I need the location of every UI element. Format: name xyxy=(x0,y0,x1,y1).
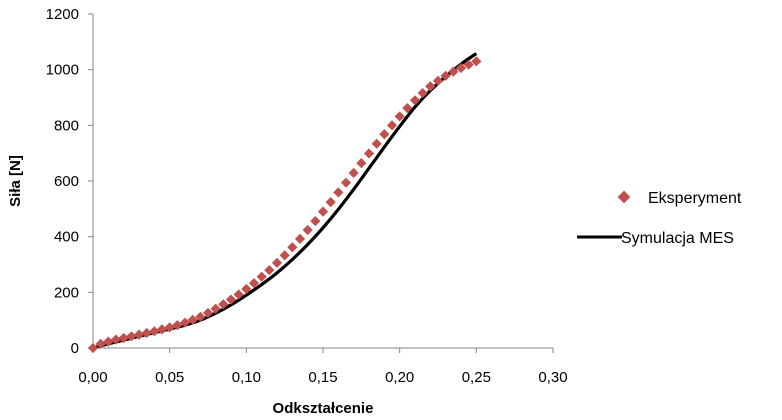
y-axis-title: Siła [N] xyxy=(7,155,24,207)
experiment-point xyxy=(340,177,352,188)
experiment-point xyxy=(271,257,283,268)
experiment-point xyxy=(325,197,336,208)
experiment-point xyxy=(302,224,313,236)
y-tick-label: 400 xyxy=(54,229,79,246)
experiment-point xyxy=(386,120,398,131)
experiment-point xyxy=(379,129,390,140)
y-axis-ticks: 0 200 400 600 800 1000 1200 xyxy=(46,6,93,357)
legend-item-simulation: Symulacja MES xyxy=(577,230,734,247)
y-tick-label: 1000 xyxy=(46,62,79,79)
y-tick-label: 1200 xyxy=(46,6,79,23)
experiment-point xyxy=(363,148,375,159)
legend-marker-diamond xyxy=(617,190,631,204)
experiment-point xyxy=(356,158,367,169)
experiment-point xyxy=(348,167,359,179)
y-tick-label: 800 xyxy=(54,117,79,134)
x-axis-title: Odkształcenie xyxy=(273,400,374,417)
legend: Eksperyment Symulacja MES xyxy=(577,190,742,247)
experiment-point xyxy=(317,206,329,217)
x-tick-label: 0,30 xyxy=(538,369,567,386)
experiment-point xyxy=(310,215,321,227)
experiment-point xyxy=(432,75,444,86)
experiment-point xyxy=(333,187,344,198)
simulation-line xyxy=(92,52,478,350)
legend-label-experiment: Eksperyment xyxy=(648,190,742,207)
experiment-point xyxy=(294,233,306,244)
experiment-point xyxy=(287,242,298,253)
x-tick-label: 0,05 xyxy=(155,369,184,386)
experiment-point xyxy=(425,81,436,92)
y-tick-label: 0 xyxy=(71,340,79,357)
x-tick-label: 0,20 xyxy=(385,369,414,386)
y-tick-label: 200 xyxy=(54,284,79,301)
x-tick-label: 0,15 xyxy=(308,369,337,386)
simulation-series xyxy=(92,52,478,350)
x-tick-label: 0,25 xyxy=(462,369,491,386)
legend-label-simulation: Symulacja MES xyxy=(621,230,734,247)
experiment-point xyxy=(279,250,290,261)
legend-item-experiment: Eksperyment xyxy=(617,190,742,207)
y-tick-label: 600 xyxy=(54,173,79,190)
x-tick-label: 0,10 xyxy=(232,369,261,386)
experiment-point xyxy=(371,138,382,149)
experiment-point xyxy=(264,264,275,276)
x-axis-ticks: 0,00 0,05 0,10 0,15 0,20 0,25 0,30 xyxy=(78,348,568,386)
x-tick-label: 0,00 xyxy=(78,369,107,386)
